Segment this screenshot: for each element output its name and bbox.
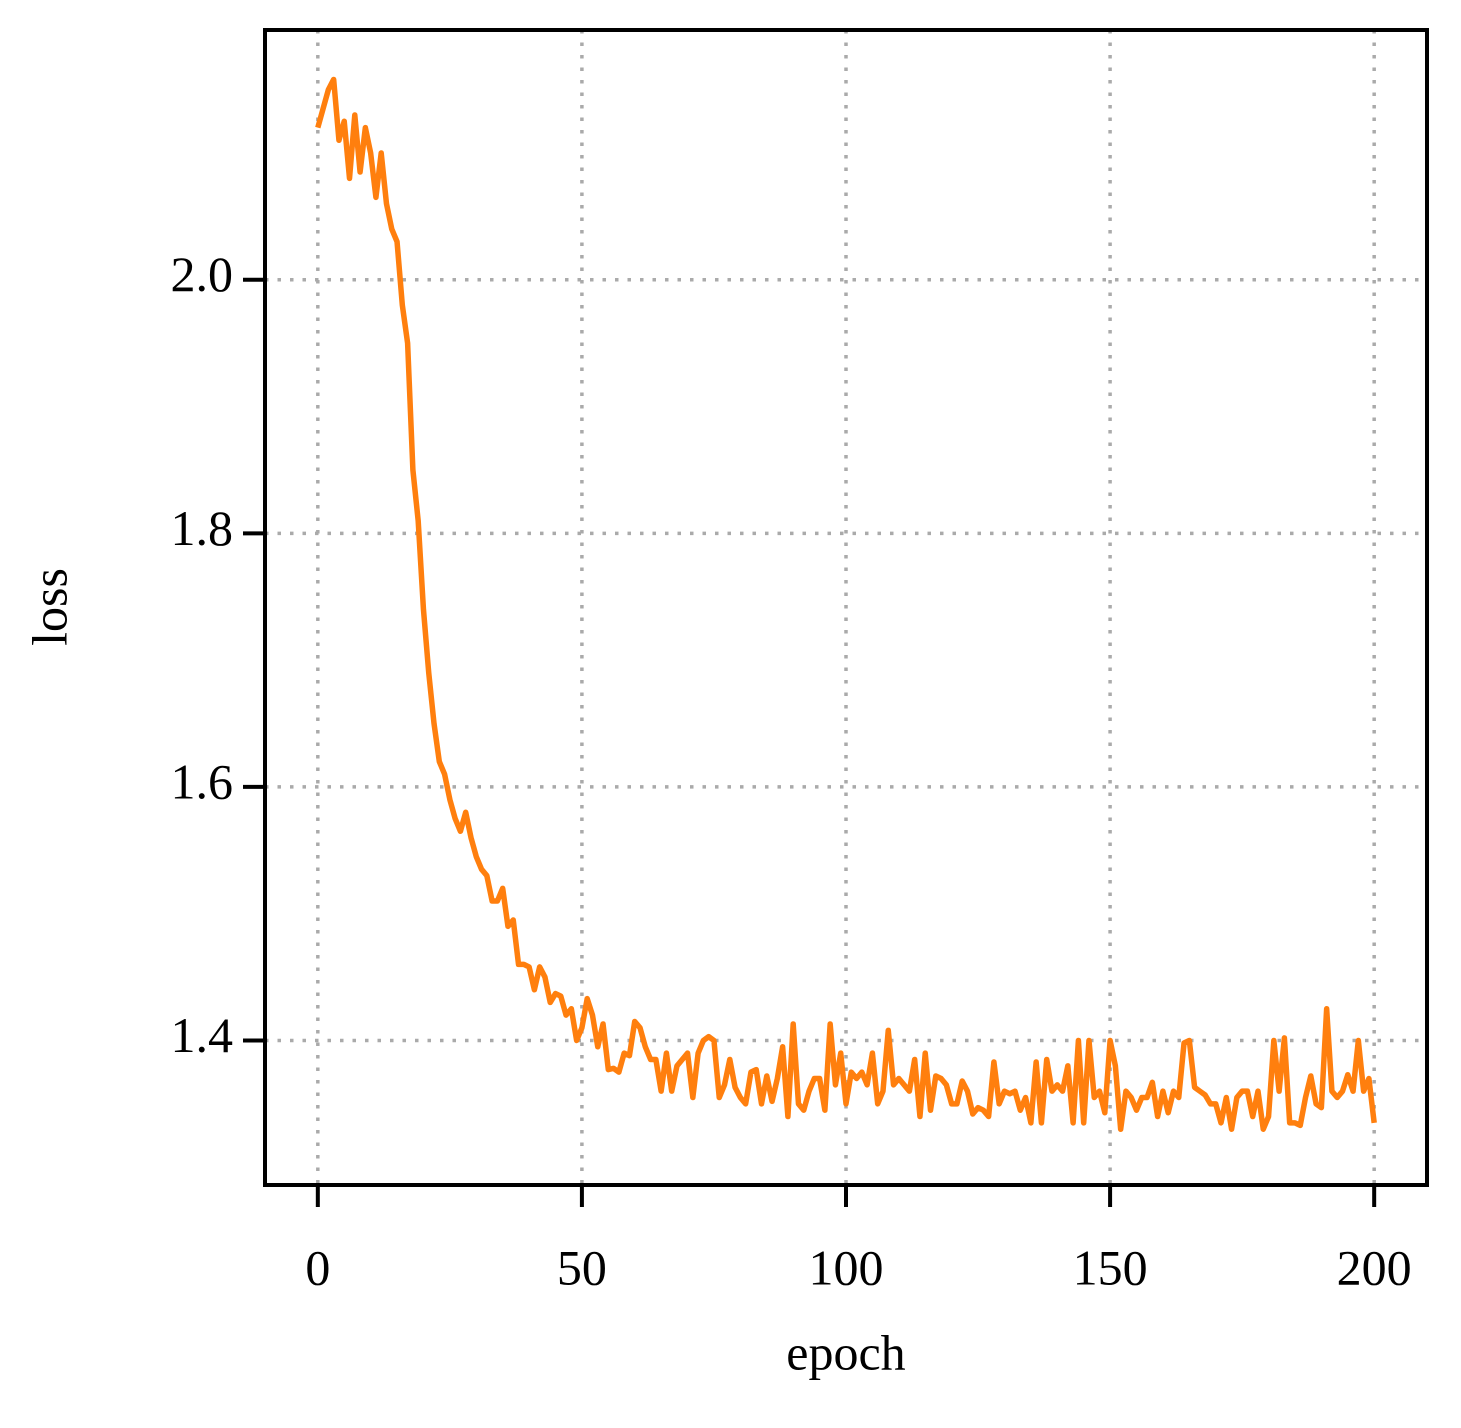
x-tick-label: 150 bbox=[1073, 1239, 1148, 1295]
x-tick-label: 200 bbox=[1337, 1239, 1412, 1295]
y-tick-label: 1.4 bbox=[171, 1007, 234, 1063]
y-axis-label: loss bbox=[21, 568, 77, 646]
y-tick-label: 2.0 bbox=[171, 246, 234, 302]
y-tick-label: 1.6 bbox=[171, 753, 234, 809]
y-tick-label: 1.8 bbox=[171, 500, 234, 556]
x-axis-label: epoch bbox=[786, 1324, 905, 1380]
x-tick-label: 100 bbox=[809, 1239, 884, 1295]
x-tick-label: 50 bbox=[557, 1239, 607, 1295]
plot-frame bbox=[263, 28, 1429, 1187]
x-tick-label: 0 bbox=[305, 1239, 330, 1295]
line bbox=[315, 76, 1377, 1132]
